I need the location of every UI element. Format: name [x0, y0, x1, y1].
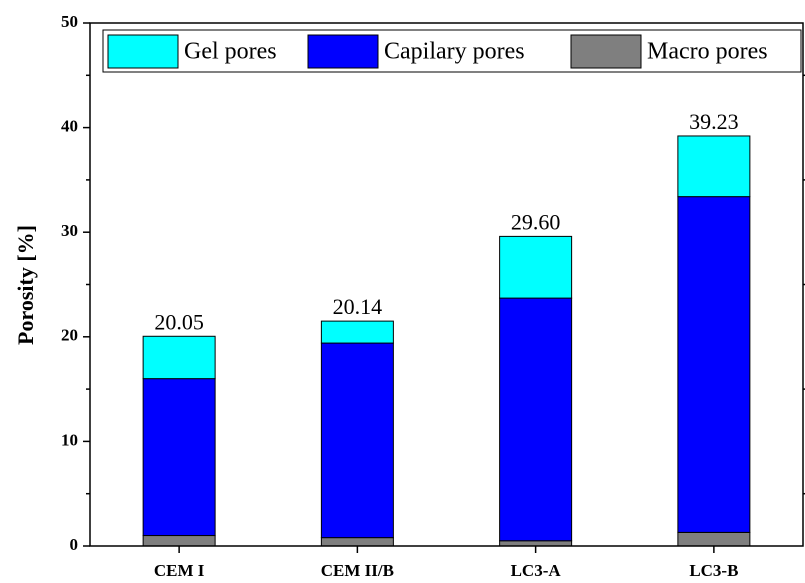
legend-label: Macro pores	[647, 39, 768, 65]
x-tick-label: LC3-A	[511, 561, 562, 580]
plot-frame	[89, 22, 804, 547]
total-label: 20.05	[154, 309, 204, 334]
bar-segment	[677, 135, 751, 198]
bar-segment	[142, 378, 216, 537]
bar-segment	[320, 342, 394, 539]
y-tick-label: 50	[61, 12, 78, 31]
y-tick-label: 10	[61, 430, 78, 449]
bar-segment	[142, 535, 216, 547]
y-tick-label: 20	[61, 326, 78, 345]
bar-segment	[677, 196, 751, 533]
x-tick-label: LC3-B	[689, 561, 738, 580]
total-label: 20.14	[333, 294, 383, 319]
legend-box	[102, 29, 802, 73]
bar-segment	[320, 320, 394, 344]
y-tick-label: 0	[70, 535, 79, 554]
bar-segment	[499, 235, 573, 299]
y-tick-label: 40	[61, 117, 78, 136]
x-tick-label: CEM II/B	[321, 561, 394, 580]
bar-segment	[677, 531, 751, 547]
bar-segment	[499, 540, 573, 547]
bar-segment	[320, 537, 394, 547]
legend-swatch	[107, 34, 179, 69]
y-tick-label: 30	[61, 221, 78, 240]
total-label: 29.60	[511, 209, 561, 234]
x-tick-label: CEM I	[154, 561, 205, 580]
bar-segment	[499, 297, 573, 542]
bar-segment	[142, 335, 216, 380]
y-axis-title: Porosity [%]	[13, 225, 38, 345]
legend-label: Capilary pores	[384, 39, 525, 65]
legend-swatch	[570, 34, 642, 69]
legend-label: Gel pores	[184, 39, 277, 65]
total-label: 39.23	[689, 109, 739, 134]
legend-swatch	[307, 34, 379, 69]
